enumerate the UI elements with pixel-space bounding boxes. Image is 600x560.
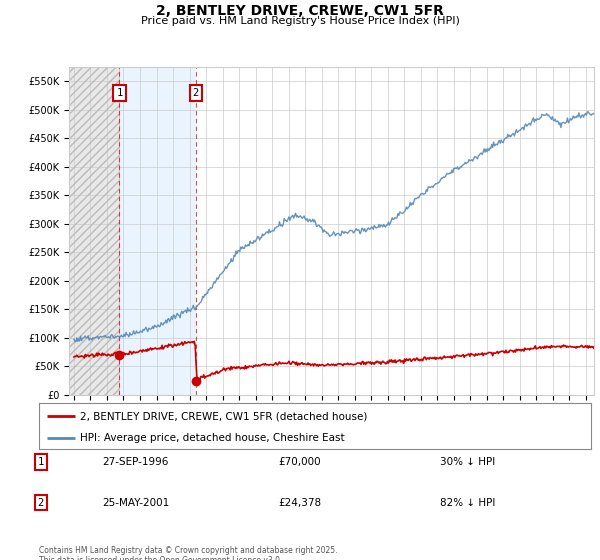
Text: 27-SEP-1996: 27-SEP-1996	[102, 457, 169, 467]
Bar	[69, 67, 119, 395]
Text: 1: 1	[116, 88, 122, 98]
Text: 1: 1	[38, 457, 44, 467]
Text: 2: 2	[193, 88, 199, 98]
Text: £24,378: £24,378	[278, 498, 322, 508]
Text: Contains HM Land Registry data © Crown copyright and database right 2025.
This d: Contains HM Land Registry data © Crown c…	[39, 546, 337, 560]
Text: 25-MAY-2001: 25-MAY-2001	[102, 498, 169, 508]
Text: Price paid vs. HM Land Registry's House Price Index (HPI): Price paid vs. HM Land Registry's House …	[140, 16, 460, 26]
Text: 82% ↓ HPI: 82% ↓ HPI	[440, 498, 496, 508]
Text: 2, BENTLEY DRIVE, CREWE, CW1 5FR (detached house): 2, BENTLEY DRIVE, CREWE, CW1 5FR (detach…	[80, 411, 368, 421]
Text: 2: 2	[38, 498, 44, 508]
Text: HPI: Average price, detached house, Cheshire East: HPI: Average price, detached house, Ches…	[80, 433, 345, 442]
Text: 30% ↓ HPI: 30% ↓ HPI	[440, 457, 496, 467]
Text: 2, BENTLEY DRIVE, CREWE, CW1 5FR: 2, BENTLEY DRIVE, CREWE, CW1 5FR	[156, 4, 444, 18]
Bar	[119, 67, 196, 395]
Bar	[69, 67, 119, 395]
Text: £70,000: £70,000	[278, 457, 322, 467]
